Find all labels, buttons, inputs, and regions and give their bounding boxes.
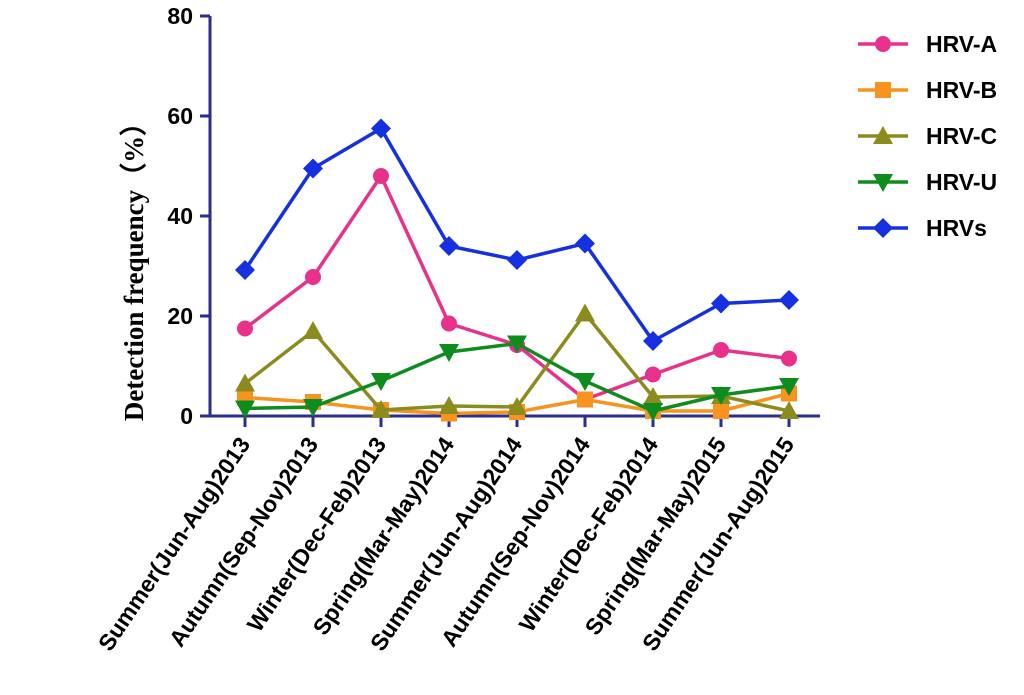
y-axis-label: Detection frequency（%）: [119, 109, 149, 421]
x-ticks: Summer(Jun-Aug)2013Autumn(Sep-Nov)2013Wi…: [93, 416, 799, 656]
legend-swatch-marker: [873, 218, 893, 238]
series-hrv-a: [237, 168, 797, 408]
data-point-hrvs: [643, 331, 663, 351]
data-point-hrv-u: [371, 373, 391, 391]
data-point-hrv-u: [439, 344, 459, 362]
data-point-hrv-u: [643, 403, 663, 421]
data-point-hrvs: [779, 290, 799, 310]
data-point-hrv-u: [507, 335, 527, 354]
legend-swatch-marker: [875, 82, 891, 98]
axes: [208, 16, 820, 418]
legend-item-hrv-c: HRV-C: [858, 123, 997, 149]
data-point-hrv-a: [373, 168, 389, 184]
data-point-hrvs: [371, 118, 391, 139]
data-point-hrvs: [303, 158, 323, 179]
series-hrv-u: [235, 335, 799, 421]
legend: HRV-A HRV-B HRV-C HRV-U HRVs: [858, 31, 997, 241]
data-point-hrv-c: [575, 303, 595, 322]
legend-label: HRV-C: [926, 123, 997, 149]
data-point-hrv-c: [507, 397, 527, 415]
legend-label: HRV-A: [926, 31, 997, 57]
data-point-hrv-a: [781, 350, 797, 367]
data-point-hrv-b: [577, 391, 593, 408]
legend-label: HRV-B: [926, 77, 997, 103]
legend-swatch-marker: [875, 36, 891, 52]
data-point-hrv-c: [235, 373, 255, 392]
legend-swatch-marker: [873, 126, 893, 144]
y-tick-label: 20: [167, 303, 193, 329]
data-point-hrv-c: [439, 396, 459, 414]
legend-item-hrv-b: HRV-B: [858, 77, 997, 103]
series-hrv-c: [235, 303, 799, 419]
data-point-hrv-c: [303, 321, 323, 339]
legend-item-hrv-a: HRV-A: [858, 31, 997, 57]
data-point-hrv-a: [441, 315, 457, 332]
data-point-hrv-a: [237, 320, 253, 337]
legend-label: HRVs: [926, 215, 987, 241]
legend-item-hrvs: HRVs: [858, 215, 987, 241]
data-point-hrv-u: [575, 373, 595, 391]
data-point-hrv-c: [643, 387, 663, 405]
legend-label: HRV-U: [926, 169, 997, 195]
y-tick-label: 0: [180, 403, 193, 429]
series-line-hrv-a: [243, 174, 790, 402]
data-point-hrv-a: [645, 366, 661, 383]
data-point-hrv-b: [713, 403, 729, 419]
data-point-hrv-a: [713, 342, 729, 358]
y-tick-label: 40: [167, 203, 193, 229]
data-point-hrvs: [711, 293, 731, 314]
y-tick-label: 60: [167, 103, 193, 129]
series-group: [235, 118, 799, 422]
data-point-hrv-c: [779, 401, 799, 419]
data-point-hrv-u: [303, 399, 323, 417]
data-point-hrv-a: [305, 269, 321, 285]
series-hrvs: [235, 118, 799, 351]
y-ticks: 0 20 40 60 80: [167, 3, 210, 429]
series-line-hrv-c: [243, 311, 790, 413]
data-point-hrv-c: [371, 400, 391, 418]
data-point-hrvs: [235, 260, 255, 280]
data-point-hrv-u: [711, 387, 731, 405]
data-point-hrv-u: [235, 400, 255, 419]
data-point-hrv-u: [779, 378, 799, 396]
y-tick-label: 80: [167, 3, 193, 29]
legend-swatch-marker: [873, 174, 893, 192]
data-point-hrvs: [575, 233, 595, 254]
data-point-hrvs: [507, 250, 527, 270]
series-line-hrvs: [243, 126, 790, 343]
legend-item-hrv-u: HRV-U: [858, 169, 997, 195]
data-point-hrvs: [439, 236, 459, 256]
